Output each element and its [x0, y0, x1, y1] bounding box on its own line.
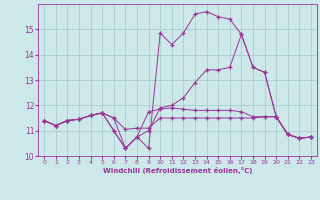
X-axis label: Windchill (Refroidissement éolien,°C): Windchill (Refroidissement éolien,°C) [103, 167, 252, 174]
